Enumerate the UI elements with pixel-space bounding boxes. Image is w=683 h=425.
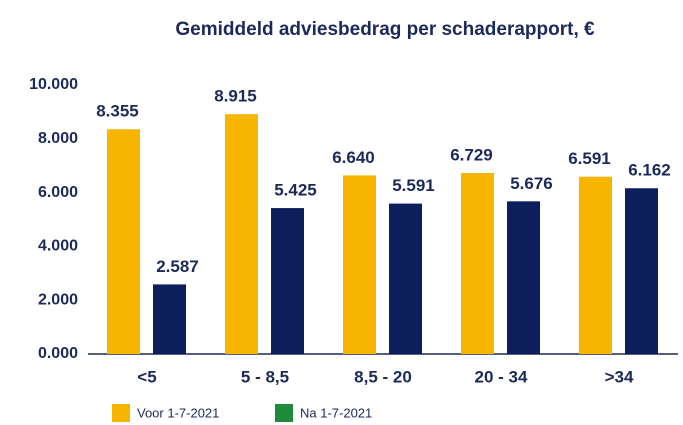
legend-label: Voor 1-7-2021 <box>137 405 219 420</box>
bar <box>507 201 540 354</box>
value-label: 5.425 <box>274 181 317 200</box>
value-label: 6.162 <box>628 161 671 180</box>
x-tick-label: >34 <box>605 367 634 386</box>
bar <box>579 176 612 354</box>
chart-title: Gemiddeld adviesbedrag per schaderapport… <box>175 19 595 40</box>
value-label: 6.640 <box>332 148 375 167</box>
x-tick-label: 20 - 34 <box>475 367 528 386</box>
value-label: 6.591 <box>568 149 611 168</box>
bar <box>107 129 140 354</box>
value-label: 8.355 <box>96 102 139 121</box>
y-tick-label: 2.000 <box>38 291 78 308</box>
bar <box>389 203 422 354</box>
bar <box>461 172 494 354</box>
x-tick-label: <5 <box>137 367 156 386</box>
value-label: 2.587 <box>156 257 199 276</box>
y-tick-label: 8.000 <box>38 130 78 147</box>
legend-label: Na 1-7-2021 <box>300 405 372 420</box>
bar <box>225 114 258 355</box>
bar <box>625 188 658 354</box>
legend-swatch <box>275 404 293 422</box>
bar <box>271 208 304 354</box>
y-tick-label: 6.000 <box>38 184 78 201</box>
y-tick-label: 10.000 <box>29 76 78 93</box>
x-tick-label: 5 - 8,5 <box>241 367 289 386</box>
y-tick-label: 0.000 <box>38 345 78 362</box>
legend-swatch <box>112 404 130 422</box>
value-label: 6.729 <box>450 145 493 164</box>
value-label: 5.591 <box>392 176 435 195</box>
bar <box>153 284 186 354</box>
bar <box>343 175 376 354</box>
value-label: 5.676 <box>510 174 553 193</box>
value-label: 8.915 <box>214 87 257 106</box>
y-tick-label: 4.000 <box>38 238 78 255</box>
x-tick-label: 8,5 - 20 <box>354 367 412 386</box>
